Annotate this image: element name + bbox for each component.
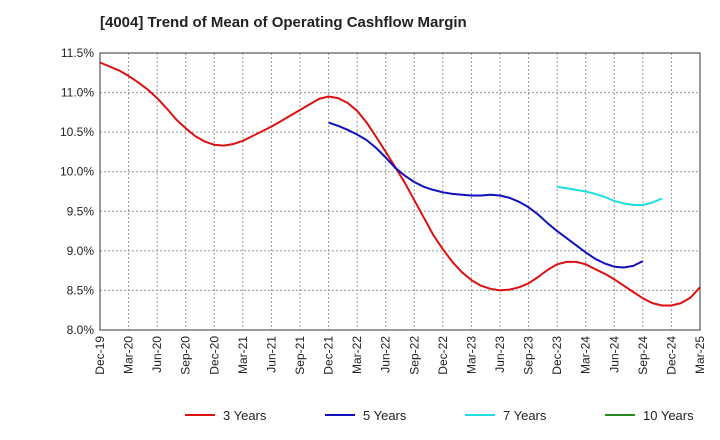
legend-label: 10 Years [643,408,694,423]
x-tick-label: Mar-22 [350,336,364,374]
x-tick-label: Sep-20 [179,336,193,375]
x-axis: Dec-19 Mar-20 Jun-20 Sep-20 Dec-20 Mar-21 Jun-… [93,336,707,375]
y-tick-label: 11.0% [61,86,94,100]
x-tick-label: Sep-23 [522,336,536,375]
x-tick-label: Dec-24 [664,336,678,375]
x-tick-label: Dec-19 [93,336,107,375]
x-tick-label: Jun-23 [493,336,507,373]
x-tick-label: Dec-20 [207,336,221,375]
x-tick-label: Dec-21 [322,336,336,375]
chart-title: [4004] Trend of Mean of Operating Cashfl… [100,14,467,31]
y-tick-label: 10.0% [60,165,94,179]
y-tick-label: 9.0% [67,244,95,258]
plot-area-border [99,52,701,331]
series-lines [99,61,701,307]
x-tick-label: Jun-21 [264,336,278,373]
legend-item-5-years: 5 Years [325,408,407,423]
legend-item-10-years: 10 Years [605,408,694,423]
x-tick-label: Mar-23 [464,336,478,374]
legend: 3 Years 5 Years 7 Years 10 Years [185,408,694,423]
series-line-7-years [556,185,663,206]
y-axis: 8.0% 8.5% 9.0% 9.5% 10.0% 10.5% 11.0% 11.5% [60,46,94,337]
legend-label: 5 Years [363,408,407,423]
legend-item-7-years: 7 Years [465,408,547,423]
legend-label: 3 Years [223,408,267,423]
x-tick-label: Dec-22 [436,336,450,375]
series-line-3-years [99,61,701,307]
x-tick-label: Mar-24 [579,336,593,374]
x-tick-label: Mar-20 [122,336,136,374]
x-tick-label: Sep-24 [636,336,650,375]
legend-item-3-years: 3 Years [185,408,267,423]
legend-label: 7 Years [503,408,547,423]
x-tick-label: Jun-22 [379,336,393,373]
y-tick-label: 8.0% [67,323,95,337]
x-tick-label: Jun-24 [607,336,621,373]
series-line-5-years [328,121,644,269]
x-tick-label: Dec-23 [550,336,564,375]
x-tick-label: Sep-21 [293,336,307,375]
y-tick-label: 10.5% [60,125,94,139]
y-tick-label: 9.5% [67,204,95,218]
x-tick-label: Mar-21 [236,336,250,374]
y-tick-label: 8.5% [67,283,95,297]
x-tick-label: Mar-25 [693,336,707,374]
grid [100,53,700,330]
y-tick-label: 11.5% [61,46,94,60]
x-tick-label: Jun-20 [150,336,164,373]
x-tick-label: Sep-22 [407,336,421,375]
